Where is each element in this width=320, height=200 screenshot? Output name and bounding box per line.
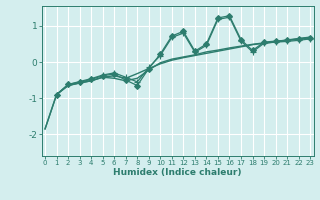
X-axis label: Humidex (Indice chaleur): Humidex (Indice chaleur): [113, 168, 242, 177]
